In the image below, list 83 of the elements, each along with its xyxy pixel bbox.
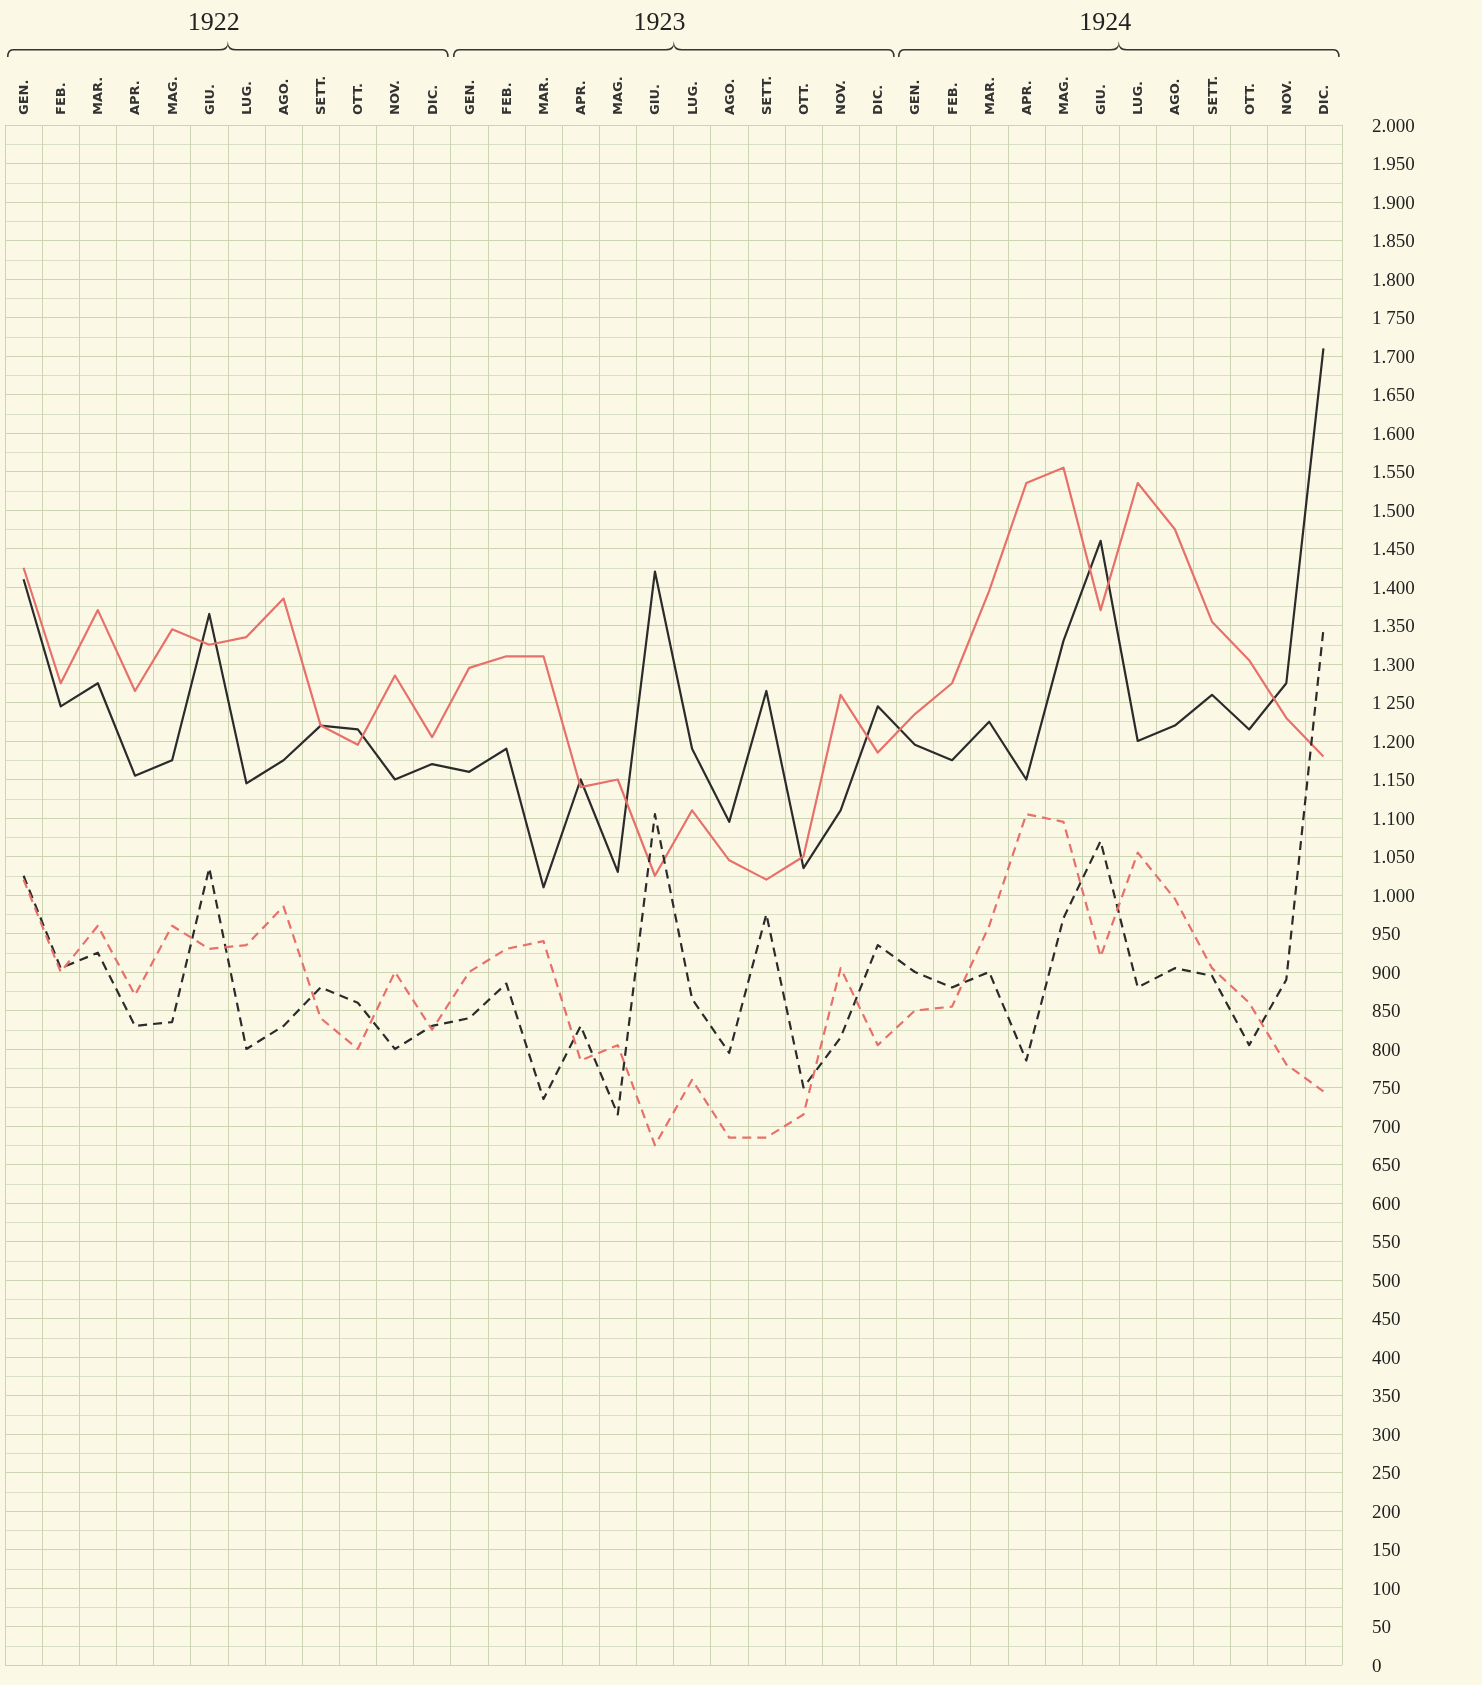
x-tick-label: GIU. — [1093, 83, 1109, 115]
x-tick-label: DIC. — [1315, 84, 1331, 115]
y-tick-label: 550 — [1372, 1231, 1401, 1252]
x-tick-label: MAG. — [610, 76, 626, 115]
y-tick-label: 500 — [1372, 1269, 1401, 1291]
text: 1923 — [633, 6, 686, 36]
x-tick-label: AGO. — [721, 78, 737, 115]
y-tick-label: 1.300 — [1372, 653, 1415, 675]
y-tick-label: 650 — [1372, 1154, 1401, 1175]
x-tick-label: AGO. — [1167, 78, 1183, 115]
y-tick-label: 800 — [1372, 1038, 1401, 1060]
y-tick-label: 2.000 — [1372, 114, 1415, 136]
y-tick-label: 1.850 — [1372, 230, 1415, 251]
x-tick-label: APR. — [573, 80, 589, 115]
y-tick-label: 200 — [1372, 1500, 1401, 1522]
y-tick-label: 1.800 — [1372, 268, 1415, 290]
x-tick-label: OTT. — [795, 82, 811, 115]
x-tick-label: GEN. — [907, 79, 923, 115]
y-tick-label: 1.000 — [1372, 884, 1415, 906]
x-tick-label: GEN. — [16, 79, 32, 115]
y-tick-label: 1.550 — [1372, 461, 1415, 482]
x-tick-label: MAG. — [1055, 76, 1071, 115]
y-tick-label: 1.050 — [1372, 846, 1415, 867]
y-tick-label: 350 — [1372, 1385, 1401, 1406]
x-tick-label: AGO. — [276, 78, 292, 115]
y-tick-label: 850 — [1372, 1000, 1401, 1021]
x-tick-label: MAR. — [981, 76, 997, 115]
x-tick-label: GEN. — [461, 79, 477, 115]
x-tick-label: MAR. — [536, 76, 552, 115]
x-tick-label: FEB. — [53, 82, 69, 115]
y-tick-label: 1.500 — [1372, 499, 1415, 521]
y-tick-label: 1 750 — [1372, 307, 1415, 328]
x-tick-label: OTT. — [350, 82, 366, 115]
x-tick-label: NOV. — [387, 80, 403, 115]
y-tick-label: 1.350 — [1372, 615, 1415, 636]
text: 1922 — [187, 6, 240, 36]
y-tick-label: 1 250 — [1372, 692, 1415, 713]
y-tick-label: 100 — [1372, 1577, 1401, 1599]
y-tick-label: 400 — [1372, 1346, 1401, 1368]
line-series — [22, 347, 1325, 889]
y-tick-label: 1.400 — [1372, 576, 1415, 598]
x-tick-label: GIU. — [201, 83, 217, 115]
y-tick-label: 300 — [1372, 1423, 1401, 1445]
line-series — [22, 813, 1325, 1147]
y-tick-label: 1.650 — [1372, 384, 1415, 405]
x-tick-label: MAG. — [164, 76, 180, 115]
x-tick-label: NOV. — [1278, 80, 1294, 115]
y-tick-label: 0 — [1372, 1654, 1382, 1676]
y-tick-label: 750 — [1372, 1077, 1401, 1098]
y-tick-label: 1.900 — [1372, 191, 1415, 213]
y-tick-label: 600 — [1372, 1192, 1401, 1214]
y-tick-label: 1.600 — [1372, 422, 1415, 444]
x-tick-label: FEB. — [944, 82, 960, 115]
x-tick-label: FEB. — [498, 82, 514, 115]
x-tick-label: SETT. — [313, 75, 329, 115]
y-tick-label: 1.200 — [1372, 730, 1415, 752]
y-tick-label: 250 — [1372, 1462, 1401, 1483]
x-tick-label: LUG. — [1130, 81, 1146, 115]
x-tick-label: DIC. — [870, 84, 886, 115]
y-tick-label: 1.100 — [1372, 807, 1415, 829]
x-tick-label: APR. — [1018, 80, 1034, 115]
x-tick-label: DIC. — [424, 84, 440, 115]
x-tick-label: SETT. — [1204, 75, 1220, 115]
x-tick-label: GIU. — [647, 83, 663, 115]
x-tick-label: LUG. — [238, 81, 254, 115]
y-tick-label: 50 — [1372, 1616, 1391, 1637]
y-tick-label: 1.700 — [1372, 345, 1415, 367]
line-series — [22, 466, 1325, 881]
y-tick-label: 700 — [1372, 1115, 1401, 1137]
x-tick-label: OTT. — [1241, 82, 1257, 115]
x-tick-label: LUG. — [684, 81, 700, 115]
y-tick-label: 150 — [1372, 1539, 1401, 1560]
y-tick-label: 1.450 — [1372, 538, 1415, 559]
text: 1924 — [1079, 6, 1132, 36]
x-tick-label: MAR. — [90, 76, 106, 115]
x-tick-label: SETT. — [758, 75, 774, 115]
y-tick-label: 950 — [1372, 923, 1401, 944]
y-tick-label: 450 — [1372, 1308, 1401, 1329]
x-tick-label: NOV. — [833, 80, 849, 115]
x-tick-label: APR. — [127, 80, 143, 115]
y-tick-label: 1.950 — [1372, 153, 1415, 174]
y-tick-label: 1.150 — [1372, 769, 1415, 790]
y-tick-label: 900 — [1372, 961, 1401, 983]
